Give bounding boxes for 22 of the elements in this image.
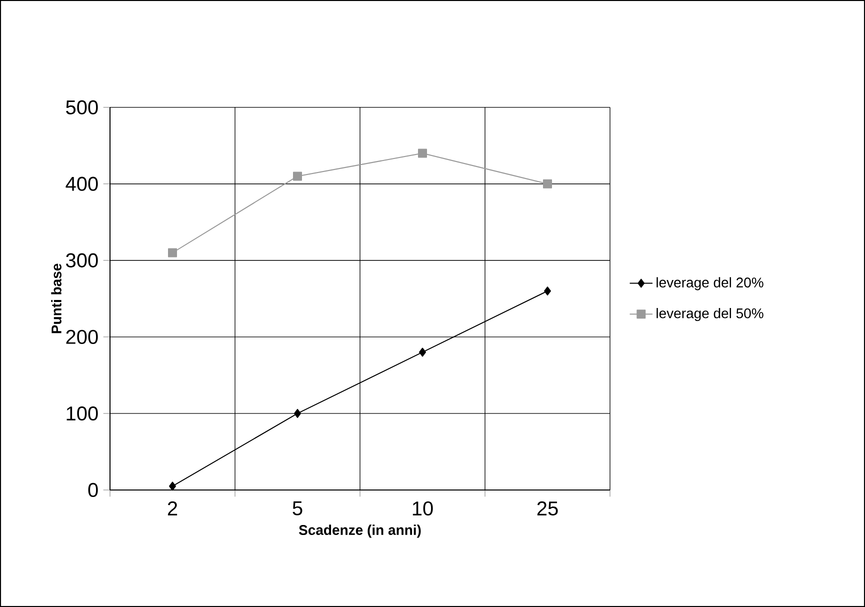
point xyxy=(293,172,302,181)
point xyxy=(294,408,302,418)
y-tick-label: 400 xyxy=(66,176,98,191)
legend-label: leverage del 20% xyxy=(656,277,764,290)
y-tick-label: 100 xyxy=(66,406,98,421)
y-tick-label: 200 xyxy=(66,330,98,344)
x-tick-label: 25 xyxy=(537,501,558,516)
point xyxy=(419,348,426,357)
y-tick-label: 500 xyxy=(66,100,98,114)
point xyxy=(168,248,178,258)
x-tick-label: 2 xyxy=(168,501,178,516)
legend-label: leverage del 50% xyxy=(656,308,764,322)
point xyxy=(169,482,176,491)
x-tick-label: 10 xyxy=(412,501,433,516)
y-tick-label: 300 xyxy=(66,253,98,268)
y-tick-label: 0 xyxy=(88,482,98,498)
point xyxy=(544,286,551,296)
x-tick-label: 5 xyxy=(292,501,302,516)
x-axis-title: Scadenze (in anni) xyxy=(298,524,421,538)
y-axis-title: Punti base xyxy=(51,264,62,334)
point xyxy=(543,179,552,188)
point xyxy=(418,148,428,158)
